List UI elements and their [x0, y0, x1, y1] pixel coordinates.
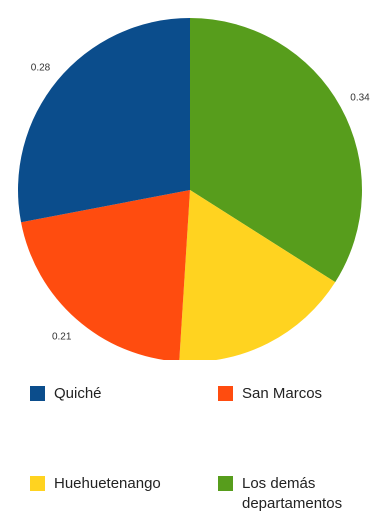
- legend-label-huehuetenango: Huehuetenango: [54, 475, 161, 492]
- legend-swatch-san-marcos: [218, 386, 233, 401]
- legend-item-san-marcos: San Marcos: [218, 384, 322, 404]
- pie-slice-quich-: [18, 18, 190, 223]
- data-label-san-marcos: 0.21: [52, 332, 72, 343]
- data-label-quich-: 0.28: [31, 62, 51, 73]
- pie-chart: 0.34 0.17 0.21 0.28: [18, 18, 370, 360]
- legend-label-quiche: Quiché: [54, 385, 102, 402]
- legend-item-huehuetenango: Huehuetenango: [30, 474, 161, 494]
- legend-swatch-quiche: [30, 386, 45, 401]
- legend-item-quiche: Quiché: [30, 384, 102, 404]
- data-label-huehuetenango: 0.17: [268, 359, 288, 360]
- legend-label-san-marcos: San Marcos: [242, 385, 323, 402]
- pie-slice-huehuetenango: [179, 190, 336, 360]
- pie-slice-los-dem-s-departamentos: [190, 18, 362, 283]
- legend-swatch-huehuetenango: [30, 476, 45, 491]
- pie-slice-san-marcos: [21, 190, 190, 360]
- legend-label-los-demas-departamentos: Los demás departamentos: [242, 475, 343, 512]
- data-label-los-dem-s-departamentos: 0.34: [350, 93, 370, 104]
- legend-item-los-demas-departamentos: Los demás departamentos: [218, 474, 354, 514]
- legend-swatch-los-demas-departamentos: [218, 476, 233, 491]
